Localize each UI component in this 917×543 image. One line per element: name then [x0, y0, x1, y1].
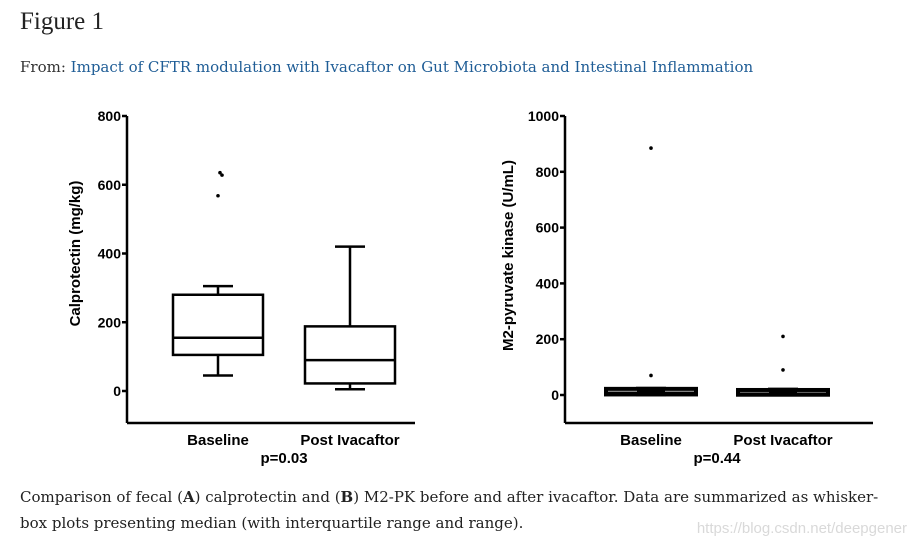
y-tick-label: 200 [98, 314, 122, 330]
category-label: Post Ivacaftor [300, 432, 399, 449]
y-axis-label: M2-pyruvate kinase (U/mL) [500, 160, 517, 351]
figure-caption: Comparison of fecal (A) calprotectin and… [20, 484, 900, 536]
box-iqr [303, 325, 397, 385]
y-tick-label: 200 [536, 331, 560, 347]
category-label: Baseline [187, 432, 249, 449]
y-tick-label: 400 [536, 275, 560, 291]
watermark: https://blog.csdn.net/deepgener [696, 520, 907, 537]
outlier-point [216, 193, 220, 198]
article-link[interactable]: Impact of CFTR modulation with Ivacaftor… [70, 58, 754, 76]
figure-title: Figure 1 [20, 8, 105, 35]
p-value-label: p=0.03 [260, 450, 307, 467]
caption-text-1: Comparison of fecal ( [20, 488, 183, 506]
box-iqr [171, 293, 265, 357]
y-tick-label: 0 [551, 387, 559, 403]
y-tick-label: 800 [536, 164, 560, 180]
box-fill [769, 388, 797, 396]
from-label: From: [20, 58, 66, 76]
caption-label-b: B [340, 488, 354, 506]
calprotectin-chart: Calprotectin (mg/kg) 0 200 400 600 800 Baselin… [67, 108, 415, 467]
y-tick-label: 800 [98, 108, 122, 124]
category-label: Post Ivacaftor [733, 432, 832, 449]
y-tick-label: 1000 [528, 108, 559, 124]
p-value-label: p=0.44 [693, 450, 741, 467]
y-tick-label: 400 [98, 246, 122, 262]
caption-text-2: ) calprotectin and ( [194, 488, 341, 506]
chart-panel-a: Calprotectin (mg/kg) 0 200 400 600 800 Baselin… [60, 100, 430, 475]
category-label: Baseline [620, 432, 682, 449]
outlier-point [781, 368, 785, 372]
chart-panel-b: M2-pyruvate kinase (U/mL) 0 200 400 600 800 10… [493, 100, 883, 475]
outlier-point [781, 334, 785, 339]
y-tick-label: 600 [98, 177, 122, 193]
outlier-point [218, 170, 222, 175]
caption-text-3: ) M2-PK before and after ivacaftor. Data… [20, 488, 879, 532]
outlier-point [649, 373, 653, 378]
outlier-point [220, 173, 224, 177]
y-tick-label: 0 [113, 383, 121, 399]
y-axis-label: Calprotectin (mg/kg) [67, 181, 84, 327]
caption-label-a: A [182, 488, 195, 506]
m2pk-chart: M2-pyruvate kinase (U/mL) 0 200 400 600 800 10… [500, 108, 873, 467]
outlier-point [649, 146, 653, 150]
y-tick-label: 600 [536, 220, 560, 236]
source-line: From: Impact of CFTR modulation with Iva… [20, 58, 753, 76]
